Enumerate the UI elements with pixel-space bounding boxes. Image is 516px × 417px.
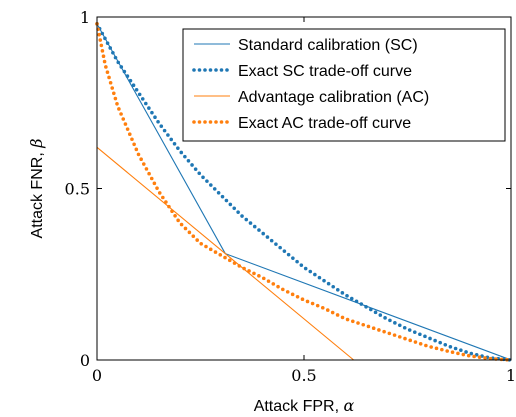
- legend-label-3: Advantage calibration (AC): [238, 89, 429, 106]
- x-axis-label-text: Attack FPR,: [254, 398, 344, 415]
- x-tick-label: 1: [506, 366, 516, 385]
- legend: Standard calibration (SC) Exact SC trade-…: [182, 28, 506, 142]
- x-tick-label: 0.5: [291, 366, 316, 385]
- series-layer: [95, 22, 513, 362]
- series-line-3: [96, 146, 355, 361]
- y-axis-label: Attack FNR, β: [27, 139, 46, 239]
- y-axis-symbol: β: [27, 139, 46, 149]
- ticks-layer: 0 0.5 1 0 0.5 1: [65, 8, 516, 385]
- x-tick-label: 0: [92, 366, 102, 385]
- x-axis-symbol: α: [343, 396, 354, 415]
- y-tick-label: 0.5: [65, 180, 90, 199]
- legend-label-2: Exact SC trade-off curve: [238, 63, 412, 80]
- y-tick-label: 0: [80, 351, 90, 370]
- y-axis-label-text: Attack FNR,: [29, 148, 46, 239]
- legend-label-1: Standard calibration (SC): [238, 37, 418, 54]
- legend-label-4: Exact AC trade-off curve: [238, 115, 411, 132]
- series-line-4: [95, 22, 513, 362]
- legend-box: [182, 28, 506, 142]
- y-tick-label: 1: [80, 8, 90, 27]
- x-axis-label: Attack FPR, α: [254, 396, 355, 415]
